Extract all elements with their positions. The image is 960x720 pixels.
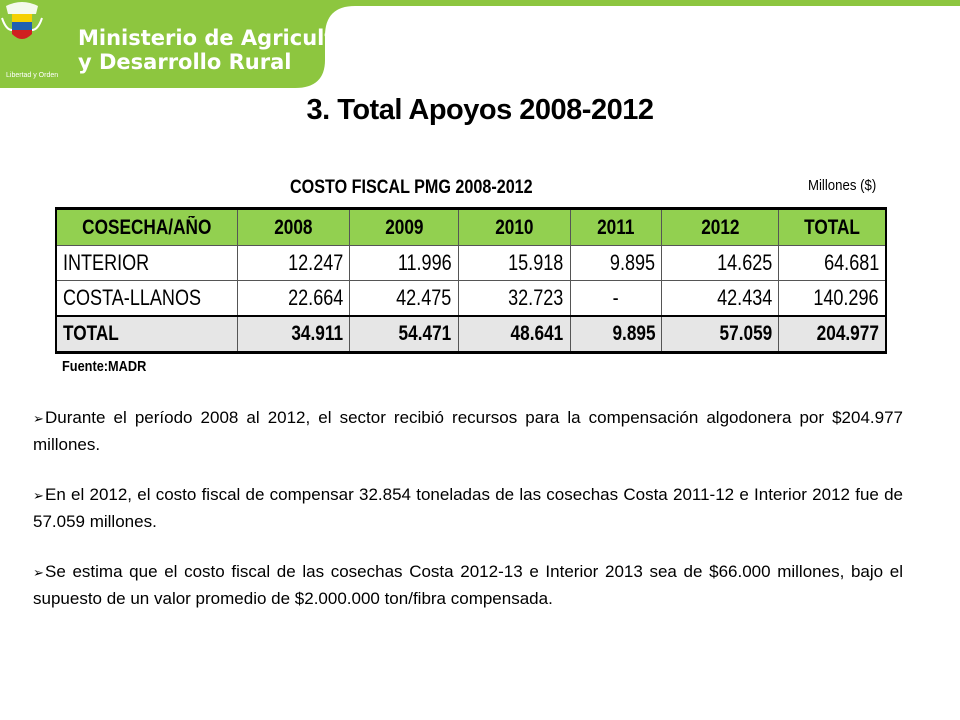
table-cell: 9.895 [569, 245, 663, 281]
table-cell: 42.475 [349, 280, 459, 317]
column-header: TOTAL [777, 208, 887, 246]
arrow-bullet-icon: ➢ [33, 488, 44, 503]
table-cell: 57.059 [661, 315, 779, 353]
bullet-item: ➢En el 2012, el costo fiscal de compensa… [33, 485, 903, 531]
arrow-bullet-icon: ➢ [33, 565, 44, 580]
column-header: 2012 [661, 208, 779, 246]
table-cell: 42.434 [661, 280, 779, 317]
column-header: COSECHA/AÑO [55, 208, 239, 246]
table-header-row: COSECHA/AÑO 2008 2009 2010 2011 2012 TOT… [55, 208, 887, 246]
ministry-logo-text: Ministerio de Agricultura y Desarrollo R… [78, 26, 374, 74]
table-cell: 9.895 [569, 315, 663, 353]
table-cell: 11.996 [349, 245, 459, 281]
table-cell: 54.471 [349, 315, 459, 353]
arrow-bullet-icon: ➢ [33, 411, 44, 426]
table-cell: - [569, 280, 663, 317]
table-total-row: TOTAL 34.911 54.471 48.641 9.895 57.059 … [55, 315, 887, 353]
bullet-item: ➢Se estima que el costo fiscal de las co… [33, 562, 903, 608]
ministry-line-1: Ministerio de Agricultura [78, 26, 374, 50]
table-cell: INTERIOR [55, 245, 239, 281]
bullet-list: ➢Durante el período 2008 al 2012, el sec… [33, 405, 903, 636]
table-units: Millones ($) [808, 177, 877, 194]
column-header: 2009 [349, 208, 459, 246]
table-cell: COSTA-LLANOS [55, 280, 239, 317]
table-cell: 12.247 [237, 245, 351, 281]
table-row: INTERIOR 12.247 11.996 15.918 9.895 14.6… [55, 245, 887, 281]
table-cell: 140.296 [777, 280, 887, 317]
page-title: 3. Total Apoyos 2008-2012 [306, 94, 654, 126]
table-cell: 15.918 [457, 245, 571, 281]
cost-table: COSECHA/AÑO 2008 2009 2010 2011 2012 TOT… [55, 207, 887, 354]
table-title: COSTO FISCAL PMG 2008-2012 [290, 177, 533, 198]
table-cell: 32.723 [457, 280, 571, 317]
table-cell: 64.681 [777, 245, 887, 281]
header-band: Libertad y Orden Ministerio de Agricultu… [0, 0, 960, 90]
ministry-line-2: y Desarrollo Rural [78, 50, 292, 74]
coat-of-arms-icon [1, 2, 43, 39]
motto: Libertad y Orden [6, 72, 59, 79]
table-source: Fuente:MADR [62, 358, 147, 375]
table-cell: TOTAL [55, 315, 239, 353]
bullet-item: ➢Durante el período 2008 al 2012, el sec… [33, 408, 903, 454]
table-cell: 34.911 [237, 315, 351, 353]
table-cell: 48.641 [457, 315, 571, 353]
header-background [0, 0, 960, 88]
table-row: COSTA-LLANOS 22.664 42.475 32.723 - 42.4… [55, 280, 887, 317]
table-cell: 204.977 [777, 315, 887, 353]
table-cell: 22.664 [237, 280, 351, 317]
column-header: 2008 [237, 208, 351, 246]
column-header: 2010 [457, 208, 571, 246]
table-cell: 14.625 [661, 245, 779, 281]
column-header: 2011 [569, 208, 663, 246]
